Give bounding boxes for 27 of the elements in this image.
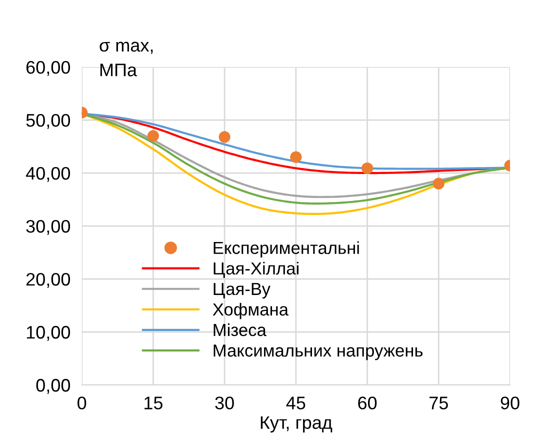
x-tick-label: 15: [144, 396, 162, 410]
y-axis-title: σ max, МПа: [100, 42, 153, 76]
x-tick-label: 45: [286, 396, 306, 410]
x-tick-label: 0: [78, 396, 86, 410]
point: [147, 130, 160, 142]
y-tick-label: 40,00: [26, 166, 70, 182]
point: [290, 151, 302, 163]
legend-label: Цая-Ву: [214, 283, 270, 299]
y-tick-label: 20,00: [26, 272, 70, 288]
x-tick-label: 75: [430, 396, 448, 410]
x-axis-title: Кут, град: [260, 416, 332, 433]
legend-label: Мізеса: [214, 323, 266, 336]
point: [432, 178, 444, 190]
x-tick-label: 30: [215, 396, 234, 410]
y-tick-label: 60,00: [26, 60, 70, 76]
y-tick-label: 10,00: [26, 326, 70, 341]
legend-label: Максимальних напружень: [214, 344, 423, 360]
y-tick-label: 0,00: [36, 378, 70, 394]
x-tick-label: 60: [358, 396, 377, 410]
y-tick-label: 30,00: [26, 220, 70, 235]
y-tick-label: 50,00: [26, 114, 70, 129]
point: [218, 131, 230, 143]
legend-label: Хофмана: [212, 302, 289, 320]
x-tick-label: 90: [500, 396, 520, 410]
point: [361, 162, 374, 174]
legend-label: Експериментальні: [214, 241, 359, 258]
legend-label: Цая-Хіллаі: [214, 262, 298, 278]
